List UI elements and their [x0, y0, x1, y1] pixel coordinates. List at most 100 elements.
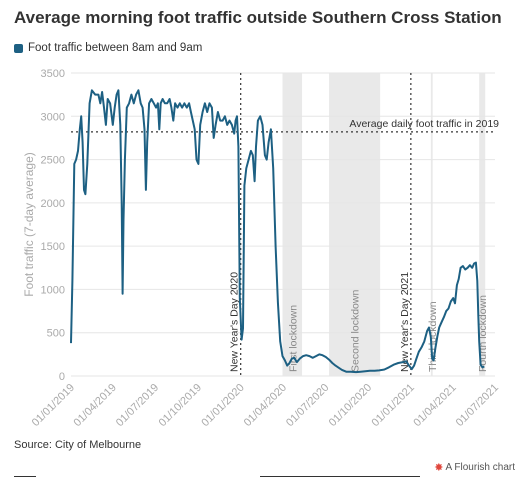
data-point — [186, 106, 188, 108]
y-tick-label: 500 — [47, 328, 65, 340]
data-point — [119, 124, 121, 126]
data-point — [109, 102, 111, 104]
data-point — [81, 141, 83, 143]
data-point — [99, 102, 101, 104]
data-point — [279, 340, 281, 342]
data-point — [413, 364, 415, 366]
data-point — [121, 202, 123, 204]
data-point — [359, 371, 361, 373]
flourish-logo-icon: ✸ — [434, 462, 444, 474]
data-point — [237, 145, 239, 147]
data-point — [411, 368, 413, 370]
data-point — [443, 316, 445, 318]
data-point — [373, 370, 375, 372]
data-point — [228, 119, 230, 121]
data-point — [436, 335, 438, 337]
data-point — [166, 102, 168, 104]
data-point — [137, 89, 139, 91]
y-tick-label: 2500 — [41, 155, 65, 167]
data-point — [315, 355, 317, 357]
footer-rule-right — [260, 476, 420, 477]
x-tick-label: 01/01/2021 — [370, 382, 417, 429]
data-point — [253, 180, 255, 182]
data-point — [456, 284, 458, 286]
data-point — [150, 98, 152, 100]
data-point — [195, 158, 197, 160]
legend-swatch — [14, 43, 23, 53]
data-point — [114, 106, 116, 108]
data-point — [126, 106, 128, 108]
data-point — [252, 154, 254, 156]
data-point — [478, 340, 480, 342]
y-tick-label: 2000 — [41, 198, 65, 210]
data-point — [124, 158, 126, 160]
data-point — [267, 141, 269, 143]
data-point — [130, 93, 132, 95]
data-point — [471, 267, 473, 269]
data-point — [272, 167, 274, 169]
data-point — [170, 106, 172, 108]
data-point — [224, 115, 226, 117]
data-point — [122, 219, 124, 221]
data-point — [397, 362, 399, 364]
data-point — [71, 280, 73, 282]
data-point — [158, 128, 160, 130]
flourish-credit[interactable]: ✸ A Flourish chart — [434, 461, 515, 474]
chart-title: Average morning foot traffic outside Sou… — [14, 8, 502, 27]
line-chart: 050010001500200025003000350001/01/201901… — [22, 68, 501, 429]
data-point — [190, 111, 192, 113]
data-point — [236, 115, 238, 117]
data-point — [84, 193, 86, 195]
data-point — [105, 124, 107, 126]
data-point — [293, 357, 295, 359]
legend-label: Foot traffic between 8am and 9am — [28, 42, 203, 54]
data-point — [418, 351, 420, 353]
y-tick-label: 1000 — [41, 284, 65, 296]
data-point — [243, 184, 245, 186]
data-point — [160, 102, 162, 104]
data-point — [476, 280, 478, 282]
data-point — [77, 150, 79, 152]
data-point — [325, 356, 327, 358]
data-point — [146, 141, 148, 143]
data-point — [266, 158, 268, 160]
data-point — [479, 364, 481, 366]
data-point — [355, 371, 357, 373]
data-point — [281, 355, 283, 357]
data-point — [369, 370, 371, 372]
lockdown-label: First lockdown — [287, 305, 299, 372]
data-point — [255, 145, 257, 147]
data-point — [299, 358, 301, 360]
data-point — [459, 267, 461, 269]
data-point — [428, 326, 430, 328]
data-point — [197, 163, 199, 165]
data-point — [206, 111, 208, 113]
y-tick-label: 0 — [59, 371, 65, 383]
data-point — [188, 102, 190, 104]
data-point — [345, 371, 347, 373]
data-point — [291, 358, 293, 360]
data-point — [305, 354, 307, 356]
data-point — [226, 124, 228, 126]
lockdown-shade — [329, 73, 381, 376]
data-point — [423, 340, 425, 342]
data-point — [321, 354, 323, 356]
lockdown-shade — [479, 73, 486, 376]
x-tick-label: 01/07/2021 — [454, 382, 501, 429]
data-point — [388, 366, 390, 368]
data-point — [338, 367, 340, 369]
data-point — [73, 163, 75, 165]
data-point — [405, 360, 407, 362]
credit-label: A Flourish chart — [445, 462, 515, 473]
data-point — [432, 359, 434, 361]
foot-traffic-series-line — [70, 89, 485, 374]
data-point — [140, 102, 142, 104]
data-point — [378, 369, 380, 371]
data-point — [483, 365, 485, 367]
data-point — [91, 89, 93, 91]
data-point — [213, 137, 215, 139]
data-point — [447, 307, 449, 309]
data-point — [143, 128, 145, 130]
data-point — [157, 102, 159, 104]
data-point — [214, 124, 216, 126]
